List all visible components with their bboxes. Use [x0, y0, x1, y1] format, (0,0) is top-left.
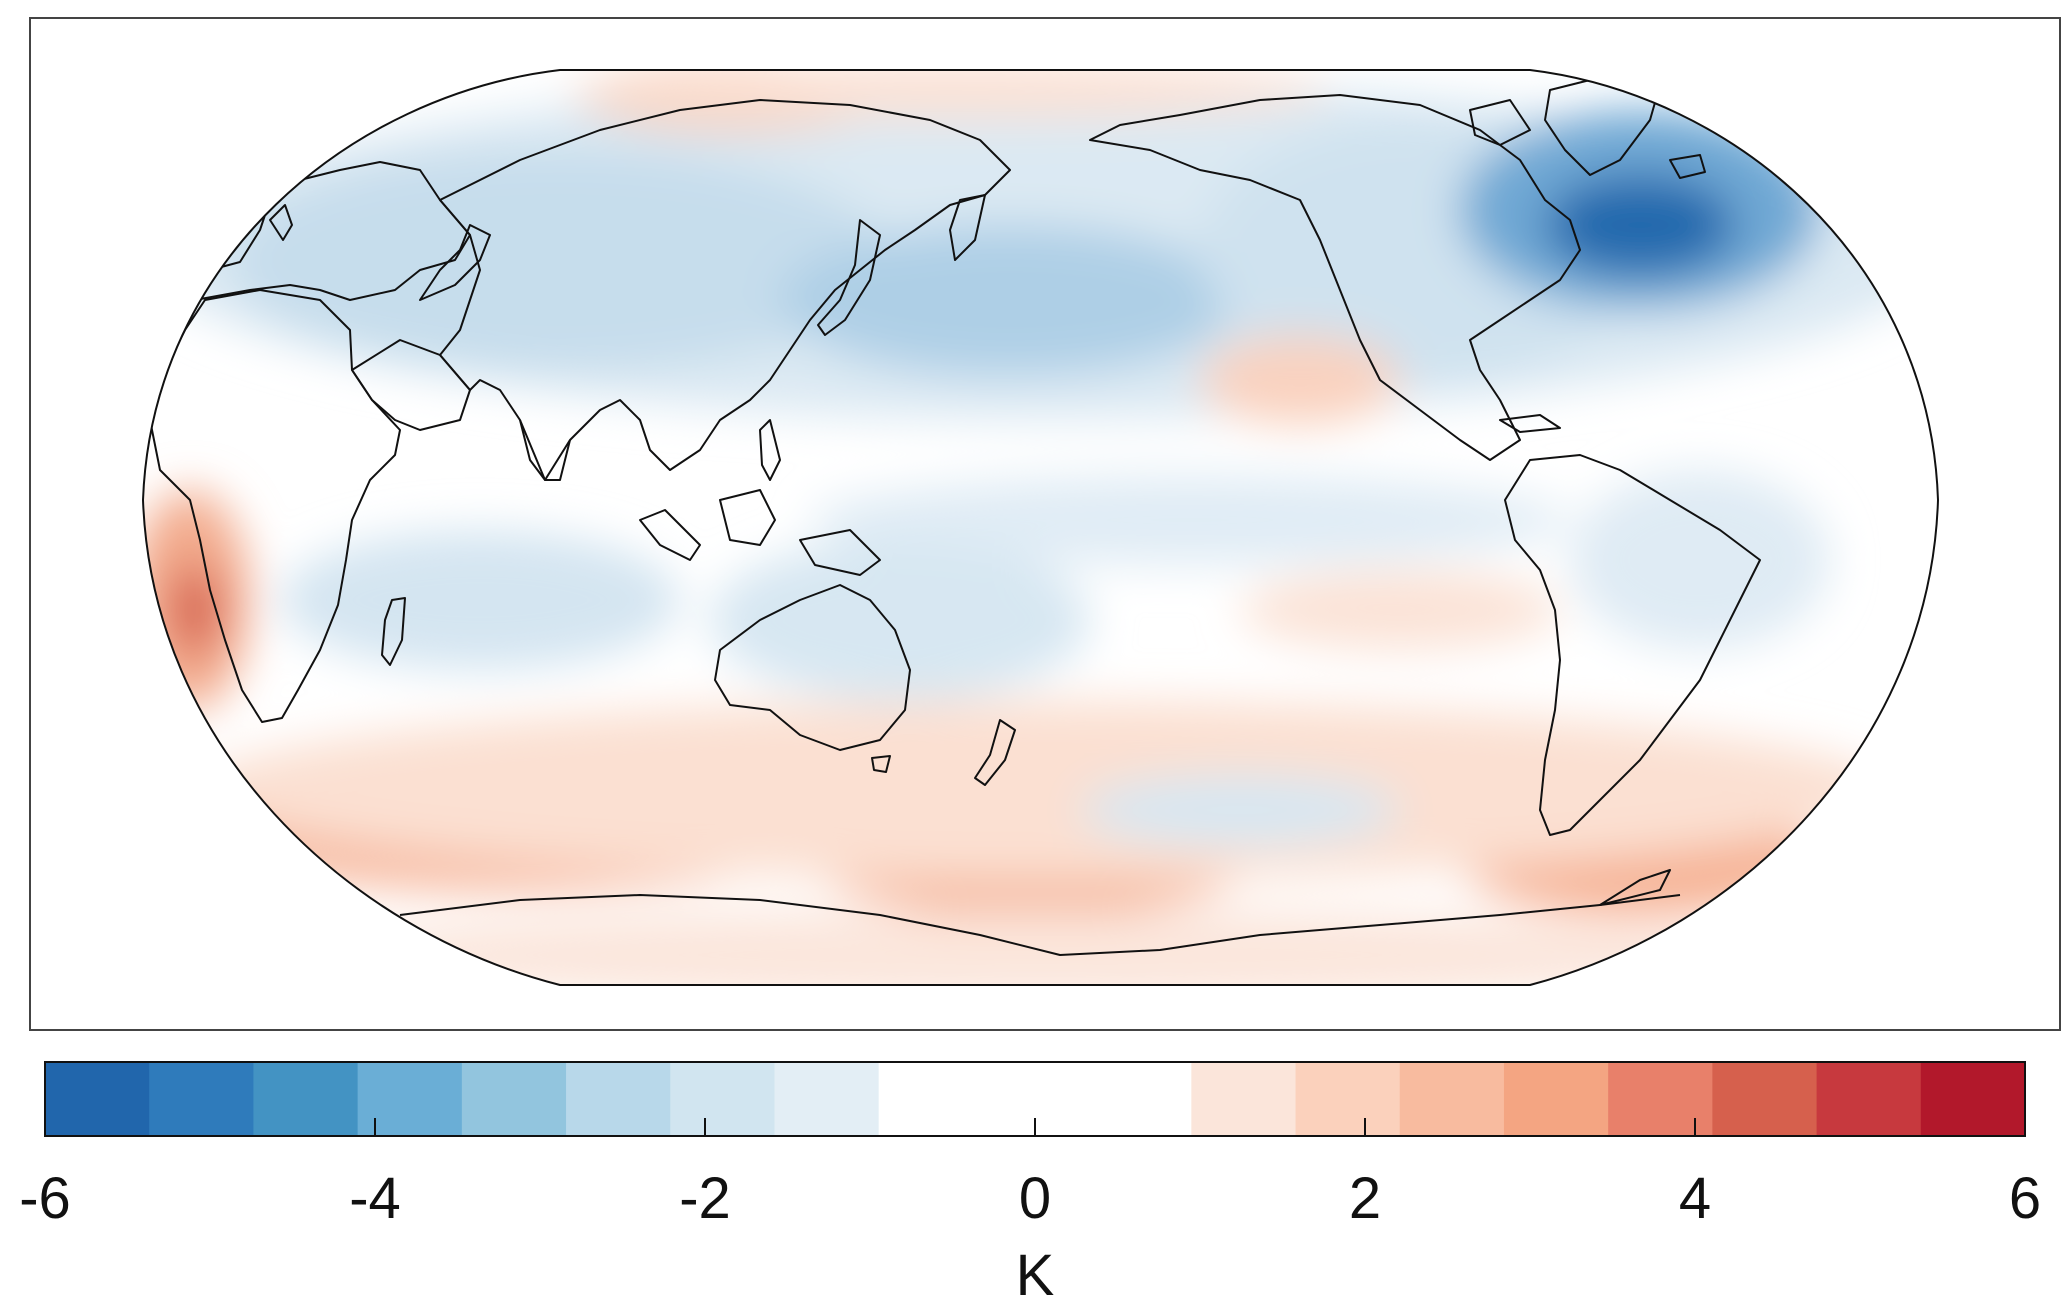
- colorbar-cell: [1087, 1062, 1192, 1136]
- coastline-philippines: [759, 419, 781, 481]
- colorbar-cell: [357, 1062, 463, 1136]
- coastline-iceland: [1669, 154, 1706, 179]
- coastline-antarctic-peninsula: [1599, 869, 1671, 906]
- colorbar-cell: [878, 1062, 984, 1136]
- colorbar-label: K: [1016, 1243, 1055, 1308]
- coastline-british-isles: [269, 204, 293, 241]
- colorbar-tick-label: 4: [1679, 1166, 1711, 1231]
- coastline-sumatra: [639, 509, 701, 561]
- coastline-asia: [439, 99, 1011, 481]
- coastline-new-zealand: [974, 719, 1016, 786]
- colorbar-tick-label: -4: [349, 1166, 401, 1231]
- map-globe: [143, 70, 1938, 985]
- colorbar-tick-label: 0: [1019, 1166, 1051, 1231]
- colorbar-tick-label: -2: [679, 1166, 731, 1231]
- australia-cool: [710, 540, 1090, 700]
- coastline-japan: [817, 219, 881, 336]
- coastline-scandinavia: [419, 224, 491, 301]
- north-pacific-cold: [780, 225, 1240, 375]
- coastline-kamchatka: [949, 194, 986, 261]
- antarctica-warm: [260, 910, 1820, 985]
- colorbar-tick-label: 6: [2009, 1166, 2041, 1231]
- colorbar-cell: [461, 1062, 567, 1136]
- colorbar-tick-label: -6: [19, 1166, 71, 1231]
- colorbar: -6 -4 -2 0 2 4 6 K: [19, 1061, 2041, 1308]
- colorbar-cell: [670, 1062, 776, 1136]
- coastline-madagascar: [381, 597, 406, 666]
- colorbar-cells: [45, 1062, 2026, 1136]
- tropical-pacific-cool: [810, 475, 1570, 565]
- colorbar-cell: [253, 1062, 359, 1136]
- coastline-arabia: [351, 339, 471, 431]
- colorbar-cell: [566, 1062, 671, 1136]
- colorbar-cell: [1712, 1062, 1818, 1136]
- colorbar-cell: [149, 1062, 255, 1136]
- coastlines: [149, 74, 1761, 956]
- east-pacific-warm: [1200, 335, 1400, 425]
- coastline-australia: [714, 584, 911, 751]
- coastline-new-guinea: [799, 529, 881, 576]
- colorbar-cell: [1608, 1062, 1713, 1136]
- coastline-antarctica: [399, 894, 1681, 956]
- globe-outline: [141, 69, 1940, 986]
- colorbar-cell: [1920, 1062, 2026, 1136]
- south-atlantic-cool: [1570, 470, 1830, 650]
- colorbar-cell: [774, 1062, 880, 1136]
- coastline-baffin: [1469, 99, 1531, 146]
- north-atlantic-cold-core: [1545, 175, 1735, 275]
- south-pacific-cool: [1080, 775, 1400, 845]
- indian-ocean-cool: [280, 530, 680, 670]
- coastline-cuba: [1499, 414, 1561, 433]
- coastline-north-america: [1089, 94, 1581, 461]
- colorbar-cell: [1399, 1062, 1505, 1136]
- colorbar-cell: [1503, 1062, 1609, 1136]
- colorbar-cell: [1816, 1062, 1922, 1136]
- colorbar-tick-labels: -6 -4 -2 0 2 4 6: [19, 1166, 2041, 1231]
- colorbar-cell: [1295, 1062, 1401, 1136]
- coastline-borneo: [719, 489, 776, 546]
- colorbar-tick-label: 2: [1349, 1166, 1381, 1231]
- coastline-tasmania: [871, 755, 891, 773]
- southeast-atlantic-warm-core: [170, 565, 220, 655]
- southern-ocean-warm-broad: [190, 700, 1890, 880]
- equatorial-pacific-warm: [1240, 570, 1560, 650]
- coastline-south-america: [1504, 454, 1761, 836]
- arctic-warm-band: [570, 70, 1330, 118]
- colorbar-cell: [1191, 1062, 1297, 1136]
- eurasia-cold: [230, 150, 890, 370]
- colorbar-cell: [45, 1062, 150, 1136]
- coastline-india: [519, 419, 571, 481]
- colorbar-ticks: [374, 1118, 1696, 1136]
